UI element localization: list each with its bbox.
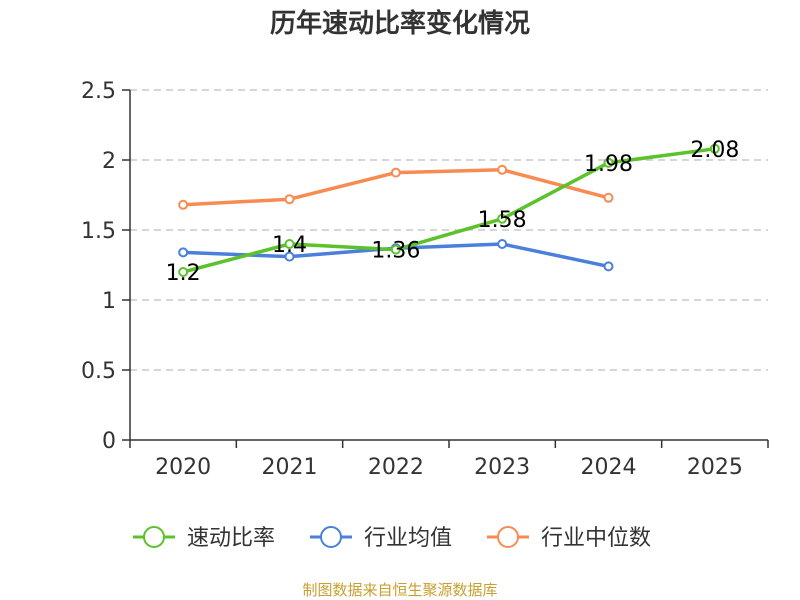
y-tick-label: 0.5: [81, 359, 116, 384]
data-point[interactable]: [178, 267, 189, 277]
data-label: 1.58: [478, 208, 527, 233]
y-tick-label: 0: [102, 429, 116, 454]
axes: 0 0.5 1 1.5 2 2.5 2020 2021 2022 2023 2024 2025: [81, 79, 769, 480]
data-point[interactable]: [709, 143, 720, 154]
x-tick-label: 2023: [474, 455, 530, 480]
x-tick-label: 2022: [368, 455, 424, 480]
y-tick-label: 2: [102, 149, 116, 174]
data-label: 1.4: [272, 233, 307, 258]
x-tick-label: 2021: [262, 455, 318, 480]
y-tick-label: 1.5: [81, 219, 116, 244]
chart-title: 历年速动比率变化情况: [270, 8, 530, 39]
data-point[interactable]: [178, 199, 189, 210]
data-point[interactable]: [284, 251, 295, 262]
legend-marker[interactable]: [320, 526, 342, 548]
x-tick-label: 2020: [155, 455, 211, 480]
data-point[interactable]: [178, 247, 189, 258]
data-label: 1.36: [371, 239, 420, 264]
legend-marker[interactable]: [143, 526, 165, 548]
data-point[interactable]: [603, 192, 614, 203]
data-point[interactable]: [497, 239, 508, 249]
series-line: [182, 147, 716, 274]
data-point[interactable]: [497, 164, 508, 175]
source-note: 制图数据来自恒生聚源数据库: [302, 581, 497, 599]
data-label: 1.98: [584, 152, 633, 177]
data-label: 2.08: [690, 138, 739, 163]
legend[interactable]: 速动比率 行业均值 行业中位数: [133, 526, 651, 551]
data-point[interactable]: [390, 244, 401, 255]
data-point[interactable]: [284, 239, 295, 249]
grid: [130, 89, 768, 371]
data-point[interactable]: [603, 261, 614, 272]
x-tick-label: 2025: [687, 455, 743, 480]
legend-marker[interactable]: [497, 526, 519, 548]
x-tick-label: 2024: [581, 455, 637, 480]
data-point[interactable]: [390, 167, 401, 178]
data-label: 1.2: [166, 261, 201, 286]
legend-label[interactable]: 行业中位数: [541, 526, 651, 551]
data-labels: 1.2 1.4 1.36 1.58 1.98 2.08: [166, 138, 740, 286]
data-point[interactable]: [284, 194, 295, 205]
series-group: [178, 143, 720, 277]
legend-label[interactable]: 速动比率: [187, 526, 275, 551]
data-point[interactable]: [497, 213, 508, 224]
y-tick-label: 2.5: [81, 79, 116, 104]
legend-label[interactable]: 行业均值: [364, 526, 452, 551]
data-point[interactable]: [603, 157, 614, 168]
y-tick-label: 1: [102, 289, 116, 314]
